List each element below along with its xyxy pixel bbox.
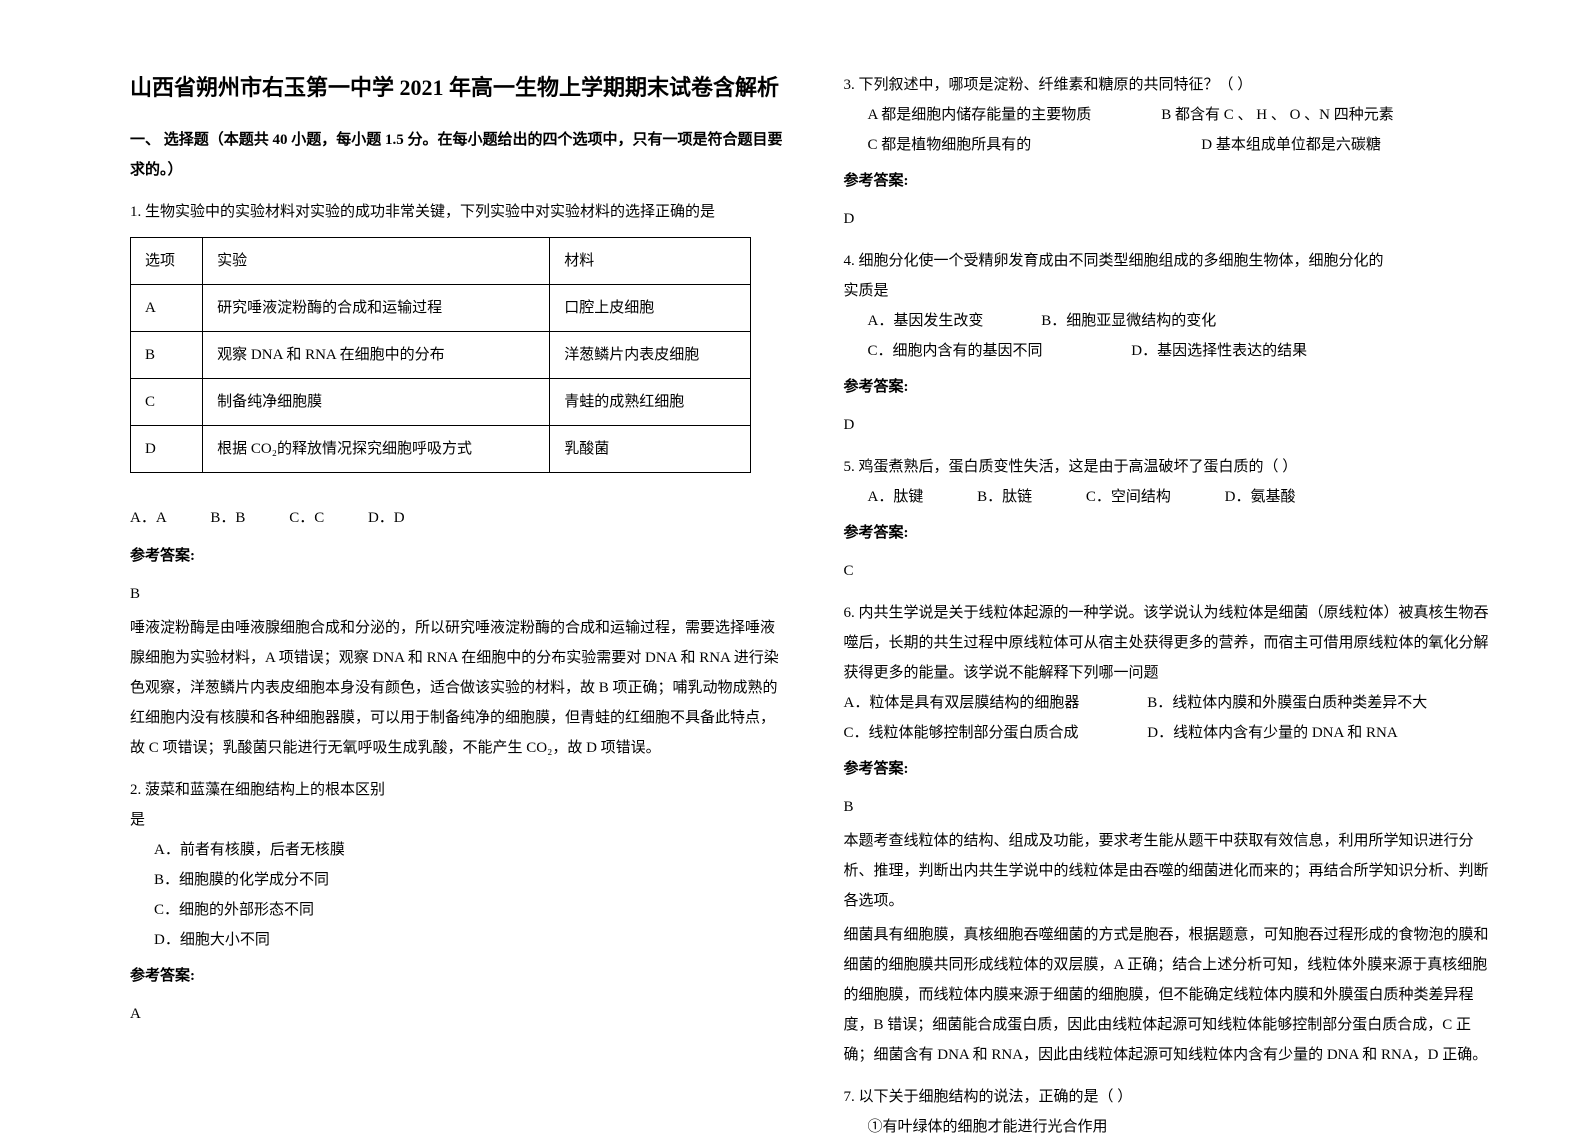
question-5: 5. 鸡蛋煮熟后，蛋白质变性失活，这是由于高温破坏了蛋白质的（ ） A．肽键 B… <box>844 452 1498 586</box>
q1-table: 选项 实验 材料 A 研究唾液淀粉酶的合成和运输过程 口腔上皮细胞 B 观察 D… <box>130 237 751 473</box>
exam-title: 山西省朔州市右玉第一中学 2021 年高一生物上学期期末试卷含解析 <box>130 70 784 105</box>
col-header-option: 选项 <box>131 238 203 285</box>
q7-sub-1: ①有叶绿体的细胞才能进行光合作用 <box>844 1112 1498 1142</box>
opt-c: C．空间结构 <box>1086 482 1171 512</box>
opt-a: A．A <box>130 510 167 526</box>
answer-label: 参考答案: <box>130 961 784 991</box>
question-6: 6. 内共生学说是关于线粒体起源的一种学说。该学说认为线粒体是细菌（原线粒体）被… <box>844 598 1498 1070</box>
cell-exp: 研究唾液淀粉酶的合成和运输过程 <box>203 285 550 332</box>
q3-stem: 3. 下列叙述中，哪项是淀粉、纤维素和糖原的共同特征？（ ） <box>844 70 1498 100</box>
col-header-experiment: 实验 <box>203 238 550 285</box>
question-3: 3. 下列叙述中，哪项是淀粉、纤维素和糖原的共同特征？（ ） A 都是细胞内储存… <box>844 70 1498 234</box>
answer-label: 参考答案: <box>844 372 1498 402</box>
q2-stem-a: 2. 菠菜和蓝藻在细胞结构上的根本区别 <box>130 775 784 805</box>
q4-stem-b: 实质是 <box>844 276 1498 306</box>
opt-d: D．氨基酸 <box>1225 482 1296 512</box>
cell-mat: 洋葱鳞片内表皮细胞 <box>550 332 751 379</box>
q4-opts-row2: C．细胞内含有的基因不同 D．基因选择性表达的结果 <box>844 336 1498 366</box>
question-4: 4. 细胞分化使一个受精卵发育成由不同类型细胞组成的多细胞生物体，细胞分化的 实… <box>844 246 1498 440</box>
opt-b: B．线粒体内膜和外膜蛋白质种类差异不大 <box>1147 695 1427 711</box>
left-column: 山西省朔州市右玉第一中学 2021 年高一生物上学期期末试卷含解析 一、 选择题… <box>100 70 814 1082</box>
q1-stem: 1. 生物实验中的实验材料对实验的成功非常关键，下列实验中对实验材料的选择正确的… <box>130 197 784 227</box>
opt-d: D．线粒体内含有少量的 DNA 和 RNA <box>1147 725 1397 741</box>
table-row: D 根据 CO₂的释放情况探究细胞呼吸方式 乳酸菌 <box>131 426 751 473</box>
opt-b: B．细胞膜的化学成分不同 <box>130 865 784 895</box>
question-7: 7. 以下关于细胞结构的说法，正确的是（ ） ①有叶绿体的细胞才能进行光合作用 <box>844 1082 1498 1142</box>
opt-d: D 基本组成单位都是六碳糖 <box>1201 137 1381 153</box>
opt-b: B．B <box>210 510 245 526</box>
cell-opt: D <box>131 426 203 473</box>
opt-a: A．粒体是具有双层膜结构的细胞器 <box>844 688 1144 718</box>
q2-answer: A <box>130 999 784 1029</box>
opt-c: C 都是植物细胞所具有的 <box>868 130 1198 160</box>
opt-c: C．线粒体能够控制部分蛋白质合成 <box>844 718 1144 748</box>
question-2: 2. 菠菜和蓝藻在细胞结构上的根本区别 是 A．前者有核膜，后者无核膜 B．细胞… <box>130 775 784 1029</box>
q6-answer: B <box>844 792 1498 822</box>
opt-d: D．细胞大小不同 <box>130 925 784 955</box>
answer-label: 参考答案: <box>844 518 1498 548</box>
cell-mat: 乳酸菌 <box>550 426 751 473</box>
cell-mat: 青蛙的成熟红细胞 <box>550 379 751 426</box>
q1-options: A．A B．B C．C D．D <box>130 503 784 533</box>
q7-stem: 7. 以下关于细胞结构的说法，正确的是（ ） <box>844 1082 1498 1112</box>
q6-explanation-1: 本题考查线粒体的结构、组成及功能，要求考生能从题干中获取有效信息，利用所学知识进… <box>844 826 1498 916</box>
opt-d: D．基因选择性表达的结果 <box>1131 343 1307 359</box>
cell-mat: 口腔上皮细胞 <box>550 285 751 332</box>
q3-answer: D <box>844 204 1498 234</box>
question-1: 1. 生物实验中的实验材料对实验的成功非常关键，下列实验中对实验材料的选择正确的… <box>130 197 784 763</box>
right-column: 3. 下列叙述中，哪项是淀粉、纤维素和糖原的共同特征？（ ） A 都是细胞内储存… <box>814 70 1528 1082</box>
opt-d: D．D <box>368 510 405 526</box>
q1-explanation: 唾液淀粉酶是由唾液腺细胞合成和分泌的，所以研究唾液淀粉酶的合成和运输过程，需要选… <box>130 613 784 763</box>
q4-opts-row1: A．基因发生改变 B．细胞亚显微结构的变化 <box>844 306 1498 336</box>
cell-exp: 制备纯净细胞膜 <box>203 379 550 426</box>
section-1-header: 一、 选择题（本题共 40 小题，每小题 1.5 分。在每小题给出的四个选项中，… <box>130 125 784 185</box>
answer-label: 参考答案: <box>130 541 784 571</box>
q6-opts-row2: C．线粒体能够控制部分蛋白质合成 D．线粒体内含有少量的 DNA 和 RNA <box>844 718 1498 748</box>
col-header-material: 材料 <box>550 238 751 285</box>
opt-a: A．前者有核膜，后者无核膜 <box>130 835 784 865</box>
q6-explanation-2: 细菌具有细胞膜，真核细胞吞噬细菌的方式是胞吞，根据题意，可知胞吞过程形成的食物泡… <box>844 920 1498 1070</box>
opt-b: B．肽链 <box>977 482 1032 512</box>
opt-c: C．细胞的外部形态不同 <box>130 895 784 925</box>
q6-stem: 6. 内共生学说是关于线粒体起源的一种学说。该学说认为线粒体是细菌（原线粒体）被… <box>844 598 1498 688</box>
table-row: A 研究唾液淀粉酶的合成和运输过程 口腔上皮细胞 <box>131 285 751 332</box>
cell-opt: C <box>131 379 203 426</box>
opt-a: A 都是细胞内储存能量的主要物质 <box>868 100 1158 130</box>
q5-options: A．肽键 B．肽链 C．空间结构 D．氨基酸 <box>844 482 1498 512</box>
table-row: 选项 实验 材料 <box>131 238 751 285</box>
q6-opts-row1: A．粒体是具有双层膜结构的细胞器 B．线粒体内膜和外膜蛋白质种类差异不大 <box>844 688 1498 718</box>
table-row: C 制备纯净细胞膜 青蛙的成熟红细胞 <box>131 379 751 426</box>
q4-stem-a: 4. 细胞分化使一个受精卵发育成由不同类型细胞组成的多细胞生物体，细胞分化的 <box>844 246 1498 276</box>
cell-opt: B <box>131 332 203 379</box>
table-row: B 观察 DNA 和 RNA 在细胞中的分布 洋葱鳞片内表皮细胞 <box>131 332 751 379</box>
q2-stem-b: 是 <box>130 805 784 835</box>
opt-c: C．细胞内含有的基因不同 <box>868 336 1128 366</box>
cell-exp: 根据 CO₂的释放情况探究细胞呼吸方式 <box>203 426 550 473</box>
q3-opts-row2: C 都是植物细胞所具有的 D 基本组成单位都是六碳糖 <box>844 130 1498 160</box>
q5-answer: C <box>844 556 1498 586</box>
answer-label: 参考答案: <box>844 166 1498 196</box>
opt-b: B 都含有 C 、 H 、 O 、N 四种元素 <box>1161 107 1394 123</box>
opt-a: A．基因发生改变 <box>868 306 1038 336</box>
q5-stem: 5. 鸡蛋煮熟后，蛋白质变性失活，这是由于高温破坏了蛋白质的（ ） <box>844 452 1498 482</box>
cell-exp: 观察 DNA 和 RNA 在细胞中的分布 <box>203 332 550 379</box>
opt-b: B．细胞亚显微结构的变化 <box>1041 313 1216 329</box>
q4-answer: D <box>844 410 1498 440</box>
q1-answer: B <box>130 579 784 609</box>
opt-a: A．肽键 <box>868 482 924 512</box>
q3-opts-row1: A 都是细胞内储存能量的主要物质 B 都含有 C 、 H 、 O 、N 四种元素 <box>844 100 1498 130</box>
cell-opt: A <box>131 285 203 332</box>
answer-label: 参考答案: <box>844 754 1498 784</box>
opt-c: C．C <box>289 510 324 526</box>
